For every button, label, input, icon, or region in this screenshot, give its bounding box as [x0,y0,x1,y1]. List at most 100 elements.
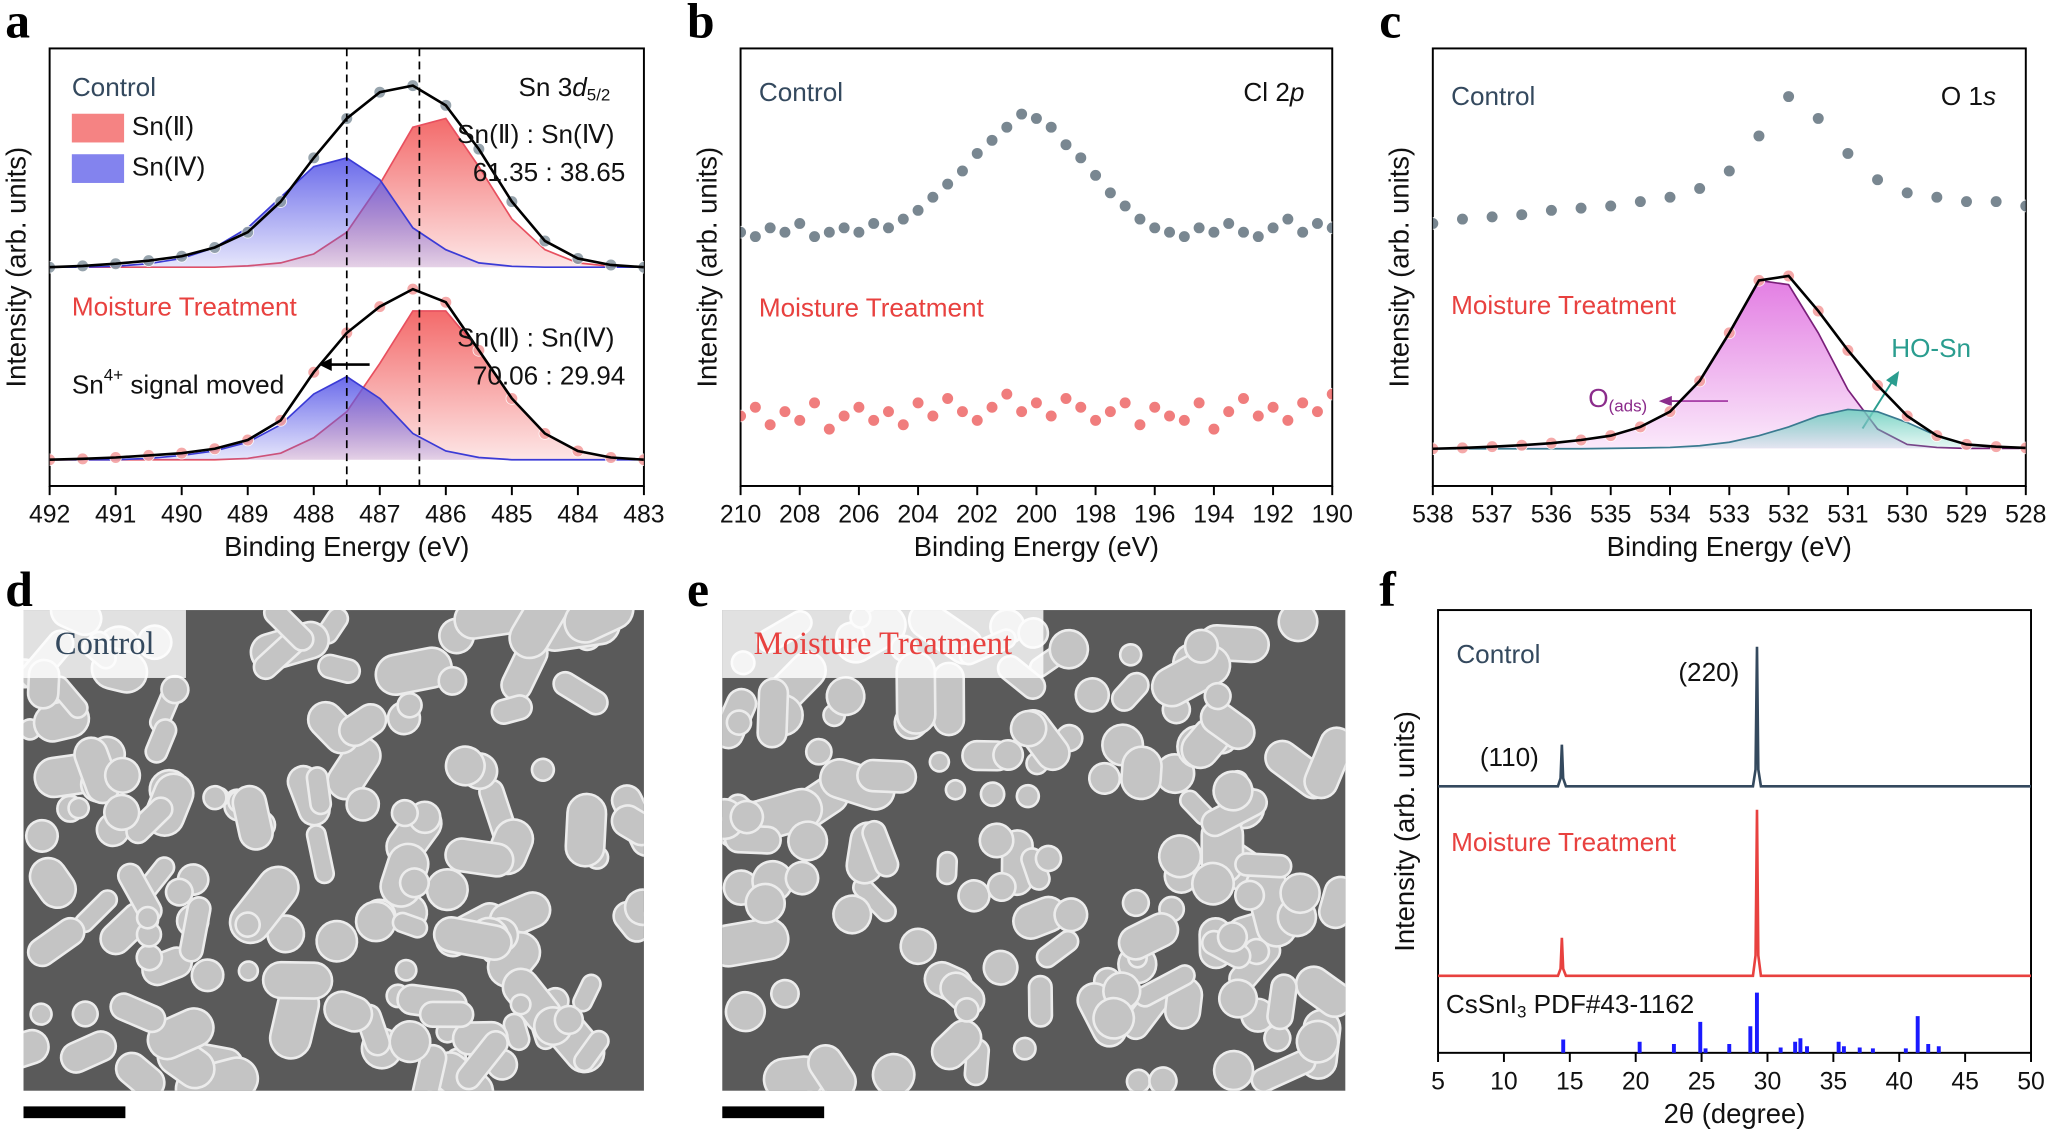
annotation: Moisture Treatment [1451,827,1677,857]
data-point [1841,147,1855,160]
x-axis-label: 2θ (degree) [1664,1098,1806,1129]
data-point [1089,169,1102,182]
grain [103,793,141,832]
data-point [956,405,969,418]
grain [388,1020,432,1064]
grain [564,792,608,868]
y-axis-label: Intensity (arb. units) [691,147,722,388]
grain [1074,677,1111,713]
x-tick-label: 538 [1412,502,1453,529]
plot-frame [1437,609,2032,1054]
grain [262,610,315,652]
grain [530,757,556,783]
grain [1279,872,1321,915]
x-tick-label: 35 [1820,1068,1848,1095]
grain [394,958,418,982]
grain [326,736,382,801]
series-line [1432,408,2026,450]
data-point [740,225,747,239]
data-point [970,147,984,160]
grain [315,919,359,963]
annotation-part: Sn 3 [519,72,573,102]
grain [1034,844,1063,873]
legend-label: Sn(Ⅱ) [132,111,194,141]
sem-label: Moisture Treatment [754,626,1012,662]
annotation: (110) [1480,742,1539,772]
grain [856,758,918,794]
arrow-head [1886,371,1900,387]
grain [234,911,261,938]
x-tick-label: 484 [557,502,599,529]
annotation-part: Sn(Ⅱ) : Sn(Ⅳ) [457,323,614,353]
annotation: Sn4+ signal moved [72,366,284,400]
annotation-part: Control [1456,639,1540,669]
data-point [1178,414,1191,427]
grain [1203,681,1232,711]
annotation: Control [1456,639,1540,669]
annotation-part: d [572,72,588,102]
data-point [970,414,984,427]
x-tick-label: 190 [1312,502,1353,529]
annotation-part: (ads) [1609,397,1648,416]
data-point [1044,409,1058,423]
plot-area [1438,646,2032,1053]
grain [1125,1068,1152,1091]
grain [444,745,486,787]
data-point [985,134,999,147]
annotation-part: O [1588,383,1608,413]
data-point [1044,120,1058,134]
x-tick-label: 198 [1075,502,1116,529]
grain [71,1000,99,1028]
annotation-part: signal moved [123,370,284,400]
grain [305,766,333,816]
data-point [897,418,910,431]
annotation: 70.06 : 29.94 [473,360,625,390]
data-point [867,414,880,427]
annotation-part: Control [72,72,156,102]
grain [160,674,190,705]
grain [509,993,532,1016]
grain [1148,1066,1178,1091]
data-point [1296,225,1309,239]
grain [552,670,609,716]
data-point [740,409,747,423]
grain [1303,726,1346,800]
grain [725,709,753,736]
grain [744,882,786,925]
x-tick-label: 485 [491,502,532,529]
legend-label: Sn(Ⅳ) [132,151,205,181]
data-point [1222,405,1235,418]
data-point [1118,396,1132,410]
data-point [1604,199,1617,213]
annotation-part: s [1983,81,1996,111]
grain [1117,912,1180,961]
grain [787,820,829,862]
annotation-part: 5/2 [587,86,611,105]
x-tick-label: 529 [1946,502,1987,529]
x-tick-label: 537 [1471,502,1512,529]
grain [338,702,388,748]
x-tick-label: 194 [1193,502,1235,529]
grain [982,949,1019,986]
data-point [1930,190,1944,204]
data-point [1325,221,1333,235]
x-tick-label: 535 [1590,502,1631,529]
y-axis-label: Intensity (arb. units) [1384,147,1415,388]
data-point [1281,414,1295,427]
sem-label-box [23,610,186,678]
grain [164,877,194,907]
grain [237,960,260,982]
peak-area [49,118,644,268]
grain [23,1028,50,1069]
x-tick-label: 15 [1556,1068,1584,1095]
data-point [1059,392,1073,405]
grain [832,894,873,935]
data-point [941,392,954,405]
annotation-part: Sn [72,370,104,400]
grain [1120,745,1163,801]
data-point [1485,210,1499,224]
x-tick-label: 10 [1490,1068,1518,1095]
annotation-part: Control [1451,81,1535,111]
grain [944,778,967,801]
